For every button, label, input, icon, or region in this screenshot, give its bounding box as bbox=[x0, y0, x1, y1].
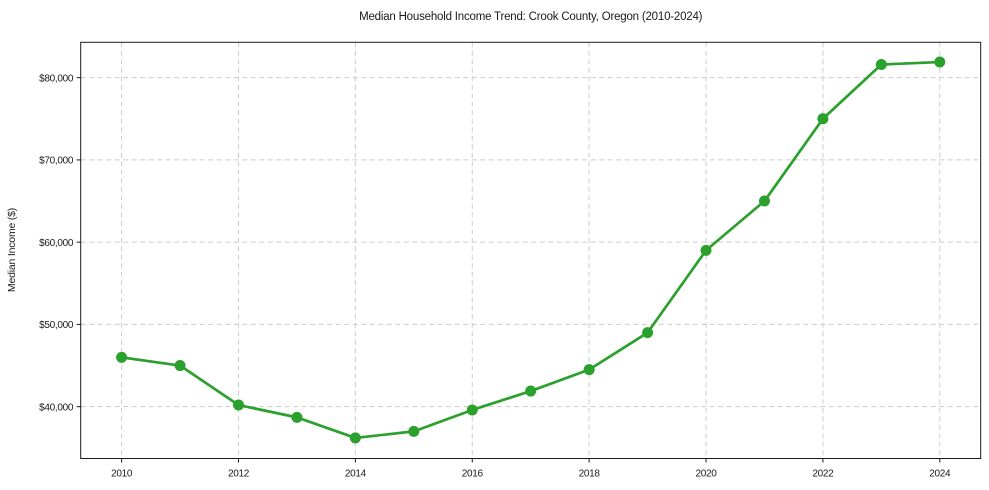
data-point-2010 bbox=[116, 351, 128, 363]
x-tick-label: 2024 bbox=[929, 469, 951, 480]
data-point-2022 bbox=[817, 113, 829, 125]
series-line bbox=[120, 60, 942, 440]
tick-marks-layer bbox=[76, 77, 941, 463]
y-tick-label: $50,000 bbox=[39, 320, 74, 331]
x-tick-label: 2010 bbox=[111, 469, 133, 480]
x-tick-label: 2012 bbox=[228, 469, 250, 480]
tick-labels-layer: $40,000 $50,000 $60,000 $70,000 $80,000 2010 2… bbox=[39, 73, 951, 479]
data-point-2018 bbox=[583, 364, 595, 376]
x-tick-label: 2016 bbox=[462, 469, 484, 480]
y-tick-label: $80,000 bbox=[39, 73, 74, 84]
plot-border bbox=[80, 41, 982, 460]
x-tick-label: 2020 bbox=[696, 469, 718, 480]
chart-title: Median Household Income Trend: Crook Cou… bbox=[359, 11, 703, 23]
data-point-2016 bbox=[466, 404, 478, 416]
data-point-2013 bbox=[291, 411, 303, 423]
y-axis-label: Median Income ($) bbox=[6, 208, 18, 292]
data-point-2020 bbox=[700, 244, 712, 256]
data-point-2012 bbox=[232, 399, 244, 411]
data-point-2015 bbox=[408, 425, 420, 437]
data-point-2019 bbox=[642, 327, 654, 339]
x-tick-label: 2014 bbox=[345, 469, 367, 480]
x-tick-label: 2018 bbox=[579, 469, 601, 480]
data-point-2017 bbox=[525, 385, 537, 397]
data-series-layer bbox=[116, 56, 946, 444]
data-point-2021 bbox=[758, 195, 770, 207]
data-point-2011 bbox=[174, 360, 186, 372]
data-point-2024 bbox=[934, 56, 946, 68]
data-point-2014 bbox=[349, 432, 361, 444]
y-tick-label: $60,000 bbox=[39, 238, 74, 249]
x-tick-label: 2022 bbox=[812, 469, 834, 480]
data-point-2023 bbox=[875, 59, 887, 71]
y-tick-label: $70,000 bbox=[39, 156, 74, 167]
y-tick-label: $40,000 bbox=[39, 402, 74, 413]
